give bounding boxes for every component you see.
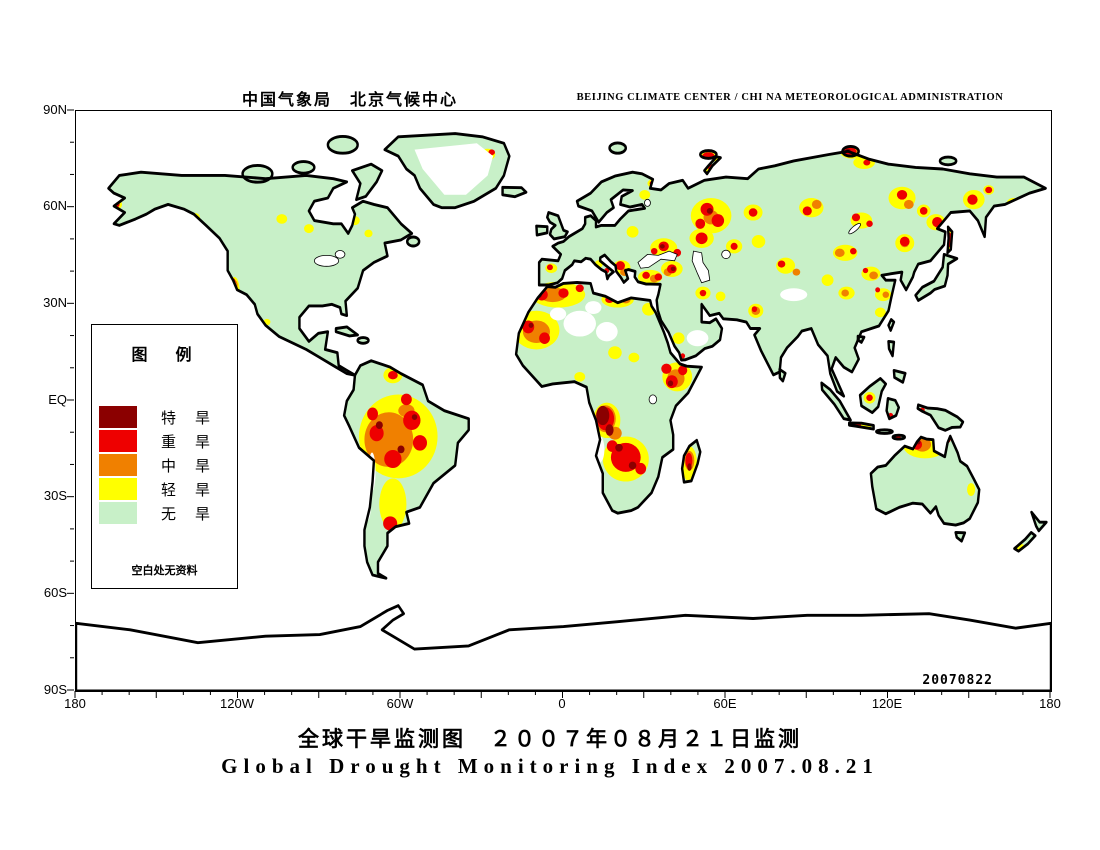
legend: 图 例 特 旱 重 旱 中 旱 轻 旱 bbox=[91, 324, 238, 589]
legend-title: 图 例 bbox=[131, 347, 198, 364]
legend-rows: 特 旱 重 旱 中 旱 轻 旱 无 旱 bbox=[99, 405, 237, 525]
datestamp: 20070822 bbox=[922, 673, 993, 688]
header-title-english: BEIJING CLIMATE CENTER / CHI NA METEOROL… bbox=[576, 92, 1004, 103]
legend-item-light: 轻 旱 bbox=[99, 477, 237, 501]
y-tick-label: EQ bbox=[48, 392, 67, 407]
legend-swatch-none bbox=[99, 502, 137, 524]
footer-title-english: Global Drought Monitoring Index 2007.08.… bbox=[221, 754, 879, 778]
y-tick-label: 60S bbox=[43, 585, 67, 600]
legend-item-severe: 重 旱 bbox=[99, 429, 237, 453]
x-tick-label: 180 bbox=[64, 696, 86, 711]
lakes bbox=[314, 199, 861, 404]
x-tick-label: 60E bbox=[713, 696, 737, 711]
legend-swatch-moderate bbox=[99, 454, 137, 476]
legend-label-moderate: 中 旱 bbox=[161, 457, 213, 475]
drought-overlay bbox=[111, 143, 1040, 552]
legend-label-light: 轻 旱 bbox=[161, 481, 213, 499]
x-tick-label: 180 bbox=[1039, 696, 1061, 711]
legend-item-moderate: 中 旱 bbox=[99, 453, 237, 477]
footer-title-chinese: 全球干旱监测图 ２００７年０８月２１日监测 bbox=[298, 728, 802, 751]
y-tick-label: 90S bbox=[43, 682, 67, 697]
drought-severe-layer bbox=[113, 147, 1017, 531]
legend-label-extreme: 特 旱 bbox=[161, 409, 213, 427]
x-tick-label: 120E bbox=[871, 696, 903, 711]
x-tick-label: 0 bbox=[558, 696, 566, 711]
legend-label-severe: 重 旱 bbox=[161, 433, 213, 451]
x-tick-label: 60W bbox=[386, 696, 414, 711]
x-tick-label: 120W bbox=[220, 696, 254, 711]
y-tick-label: 30S bbox=[43, 488, 67, 503]
legend-swatch-light bbox=[99, 478, 137, 500]
legend-swatch-extreme bbox=[99, 406, 137, 428]
antarctica bbox=[76, 603, 1051, 691]
legend-item-none: 无 旱 bbox=[99, 501, 237, 525]
y-tick-label: 90N bbox=[43, 102, 67, 117]
legend-label-none: 无 旱 bbox=[161, 505, 213, 523]
world-map-svg bbox=[76, 131, 1051, 691]
legend-item-extreme: 特 旱 bbox=[99, 405, 237, 429]
map-plot-area: 图 例 特 旱 重 旱 中 旱 轻 旱 bbox=[75, 110, 1052, 692]
header-title-chinese: 中国气象局 北京气候中心 bbox=[241, 92, 458, 109]
y-tick-label: 30N bbox=[43, 295, 67, 310]
y-tick-label: 60N bbox=[43, 198, 67, 213]
legend-swatch-severe bbox=[99, 430, 137, 452]
legend-no-data-note: 空白处无资料 bbox=[131, 565, 198, 577]
